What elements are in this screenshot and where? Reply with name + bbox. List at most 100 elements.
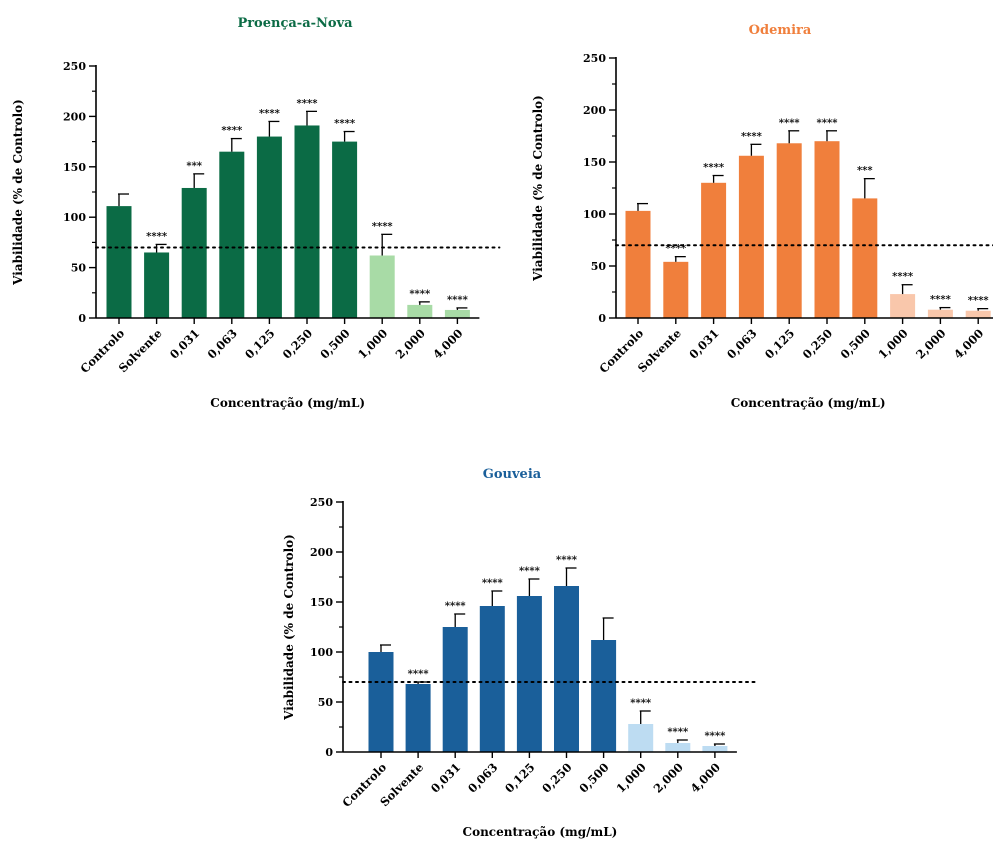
chart-3-significance-label: ****	[630, 698, 652, 709]
chart-2-significance-label: ****	[892, 272, 914, 283]
chart-2-x-tick-label: 0,250	[800, 326, 835, 361]
chart-1-bar-7	[332, 141, 358, 318]
chart-2-title: Odemira	[749, 23, 812, 38]
chart-3-significance-label: ****	[445, 601, 467, 612]
chart-2-x-tick-label: 1,000	[875, 326, 910, 361]
chart-2-y-tick-label: 250	[583, 52, 606, 65]
chart-3-significance-label: ****	[704, 731, 726, 742]
chart-1-y-tick-label: 250	[63, 60, 86, 73]
chart-2-bar-3	[701, 182, 727, 318]
chart-1-y-label: Viabilidade (% de Controlo)	[11, 99, 25, 286]
chart-1-y-tick-label: 100	[63, 211, 86, 224]
chart-2-x-tick-label: 0,063	[724, 326, 759, 361]
chart-3-significance-label: ****	[667, 727, 689, 738]
chart-3-y-tick-label: 150	[310, 596, 333, 609]
chart-3-significance-label: ****	[482, 578, 504, 589]
chart-1-x-tick-label: 1,000	[355, 326, 390, 361]
chart-1-bar-8	[369, 255, 395, 318]
chart-3-title: Gouveia	[483, 467, 542, 482]
chart-2-y-tick-label: 0	[598, 312, 606, 325]
chart-3-y-tick-label: 0	[325, 746, 333, 759]
chart-2-x-tick-label: 2,000	[913, 326, 948, 361]
chart-3-x-tick-label: 0,125	[502, 760, 537, 795]
chart-1-significance-label: ****	[372, 221, 394, 232]
chart-2-significance-label: ***	[857, 166, 873, 177]
chart-2-bar-2	[663, 261, 689, 318]
chart-1-significance-label: ****	[297, 98, 319, 109]
chart-1-significance-label: ****	[409, 289, 431, 300]
chart-2-significance-label: ****	[930, 295, 952, 306]
chart-3-significance-label: ****	[519, 566, 541, 577]
chart-1-y-tick-label: 150	[63, 161, 86, 174]
chart-2-x-label: Concentração (mg/mL)	[731, 396, 886, 410]
chart-1-x-label: Concentração (mg/mL)	[210, 396, 365, 410]
chart-3-bar-8	[628, 724, 654, 752]
chart-3-y-tick-label: 50	[318, 696, 334, 709]
chart-3-y-tick-label: 250	[310, 496, 333, 509]
chart-2-significance-label: ****	[779, 118, 801, 129]
chart-2-significance-label: ****	[968, 296, 990, 307]
chart-3-y-tick-label: 100	[310, 646, 333, 659]
chart-3-x-label: Concentração (mg/mL)	[463, 825, 618, 839]
chart-1-x-tick-label: 2,000	[393, 326, 428, 361]
chart-1-significance-label: ****	[146, 231, 168, 242]
chart-2-bar-4	[738, 155, 764, 318]
chart-1-x-tick-label: 0,500	[317, 326, 352, 361]
chart-2-x-tick-label: 0,125	[762, 326, 797, 361]
chart-1-significance-label: ****	[221, 126, 243, 137]
chart-3-bar-9	[665, 743, 691, 752]
chart-3: Gouveia 0 50 100 150 200 250 Viabilidade (% de …	[282, 467, 758, 839]
chart-1-significance-label: ****	[259, 108, 281, 119]
chart-1-x-tick-label: 0,031	[167, 326, 202, 361]
chart-3-x-tick-label: 0,250	[539, 760, 574, 795]
chart-1-significance-label: ***	[186, 161, 202, 172]
chart-3-x-tick-label: 0,500	[576, 760, 611, 795]
chart-1-y-tick-label: 50	[71, 262, 87, 275]
chart-2-x-tick-label: 0,500	[838, 326, 873, 361]
chart-2-bar-8	[890, 294, 916, 318]
chart-1-bar-3	[181, 187, 207, 318]
chart-2-bar-7	[852, 198, 878, 318]
chart-3-y-label: Viabilidade (% de Controlo)	[282, 534, 296, 721]
chart-1-significance-label: ****	[334, 119, 356, 130]
chart-1-significance-label: ****	[447, 295, 469, 306]
chart-2-y-tick-label: 150	[583, 156, 606, 169]
chart-3-x-tick-label: 1,000	[613, 760, 648, 795]
chart-1-x-tick-label: 4,000	[430, 326, 465, 361]
chart-1-x-tick-label: 0,250	[280, 326, 315, 361]
chart-1: Proença-a-Nova 0 50 100 150 200 250 Viabilidade…	[11, 16, 501, 410]
chart-2-bar-6	[814, 141, 840, 318]
chart-2-x-tick-label: 4,000	[951, 326, 986, 361]
chart-1-bar-1	[106, 206, 132, 318]
chart-2-bar-10	[965, 310, 991, 318]
chart-3-significance-label: ****	[556, 555, 578, 566]
chart-1-title: Proença-a-Nova	[237, 16, 353, 31]
chart-3-x-tick-label: 2,000	[651, 760, 686, 795]
chart-2-x-tick-label: 0,031	[686, 326, 721, 361]
chart-1-x-tick-label: 0,125	[242, 326, 277, 361]
chart-3-x-tick-label: 0,063	[465, 760, 500, 795]
chart-3-bar-4	[479, 606, 505, 752]
chart-3-x-tick-label: 4,000	[688, 760, 723, 795]
chart-3-bar-7	[591, 640, 617, 752]
chart-2-y-label: Viabilidade (% de Controlo)	[531, 95, 545, 282]
chart-2-bar-5	[776, 143, 802, 318]
chart-1-bar-10	[444, 309, 470, 318]
chart-2-significance-label: ****	[665, 244, 687, 255]
chart-2-y-tick-label: 50	[591, 260, 607, 273]
chart-3-significance-label: ****	[408, 669, 430, 680]
chart-1-bar-9	[407, 304, 433, 318]
chart-3-bar-2	[405, 684, 431, 752]
chart-2: Odemira 0 50 100 150 200 250 Viabilidade (% de …	[531, 23, 993, 410]
chart-2-y-tick-label: 200	[583, 104, 606, 117]
chart-3-bar-1	[368, 652, 394, 752]
chart-2-bar-9	[927, 309, 953, 318]
chart-2-significance-label: ****	[703, 163, 725, 174]
chart-3-y-tick-label: 200	[310, 546, 333, 559]
chart-1-y-tick-label: 0	[78, 312, 86, 325]
chart-2-bar-1	[625, 210, 651, 318]
chart-3-bar-3	[442, 627, 468, 752]
chart-1-bar-6	[294, 125, 320, 318]
chart-1-bar-2	[144, 252, 170, 318]
